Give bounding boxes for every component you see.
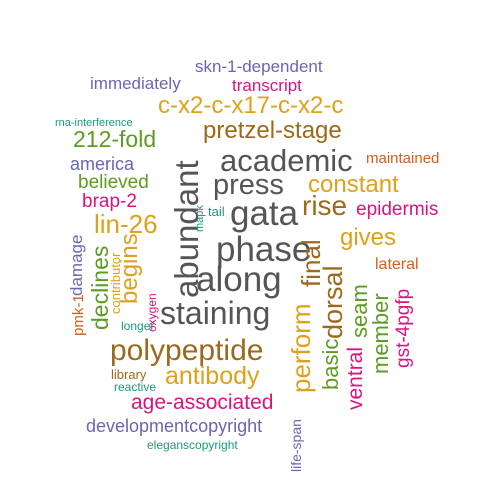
word-c-x2-c-x17-c-x2-c: c-x2-c-x17-c-x2-c [158,92,344,119]
word-constant: constant [308,171,399,198]
word-epidermis: epidermis [356,199,439,220]
word-dorsal: dorsal [318,265,348,339]
word-member: member [368,293,393,374]
word-212-fold: 212-fold [73,126,157,152]
word-america: america [70,154,135,174]
word-longer: longer [121,319,155,333]
word-gst-4pgfp: gst-4pgfp [393,288,414,368]
word-perform: perform [286,303,316,393]
word-reactive: reactive [114,380,157,394]
word-brap-2: brap-2 [82,191,137,212]
word-basic: basic [318,338,343,390]
word-maintained: maintained [366,150,440,167]
word-staining: staining [160,295,271,331]
word-lateral: lateral [375,256,419,273]
word-antibody: antibody [165,362,260,390]
word-gata: gata [230,194,299,233]
word-phase: phase [216,230,312,269]
word-tail: tail [208,204,225,219]
word-mapk: mapk [194,205,206,232]
word-lin-26: lin-26 [94,209,158,239]
word-contributor: contributor [108,252,123,314]
word-library: library [111,367,147,382]
word-believed: believed [78,172,149,193]
word-rise: rise [302,190,348,221]
word-damage: damage [67,234,86,296]
word-pretzel-stage: pretzel-stage [203,117,342,144]
word-age-associated: age-associated [131,391,274,414]
word-immediately: immediately [90,74,181,93]
word-along: along [196,260,282,299]
word-eleganscopyright: eleganscopyright [147,438,238,452]
word-polypeptide: polypeptide [110,334,264,367]
word-skn-1-dependent: skn-1-dependent [195,57,323,76]
word-academic: academic [220,143,353,178]
word-press: press [213,169,284,201]
word-gives: gives [340,224,397,251]
word-developmentcopyright: developmentcopyright [86,416,263,436]
word-transcript: transcript [232,76,302,95]
word-rna-interference: rna-interference [55,117,133,129]
word-pmk-1: pmk-1 [70,294,87,336]
word-life-span: life-span [288,419,304,472]
word-ventral: ventral [344,346,367,410]
